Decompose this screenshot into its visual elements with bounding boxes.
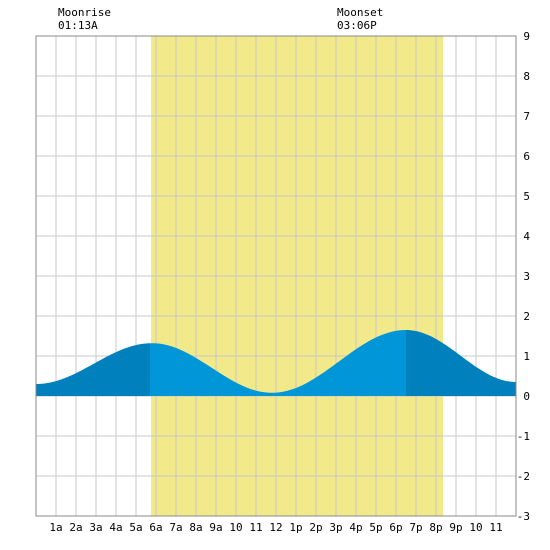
moonrise-label: Moonrise: [58, 6, 111, 19]
y-tick-label: 1: [523, 350, 530, 363]
y-tick-label: 3: [523, 270, 530, 283]
x-tick-label: 3a: [89, 521, 102, 534]
y-tick-label: 0: [523, 390, 530, 403]
x-tick-label: 9a: [209, 521, 222, 534]
x-tick-label: 2a: [69, 521, 82, 534]
x-tick-label: 5p: [369, 521, 382, 534]
y-tick-label: 5: [523, 190, 530, 203]
x-tick-label: 10: [229, 521, 242, 534]
x-tick-label: 6a: [149, 521, 162, 534]
x-tick-label: 8a: [189, 521, 202, 534]
x-tick-label: 1a: [49, 521, 62, 534]
moonset-label: Moonset: [337, 6, 383, 19]
moonrise-time: 01:13A: [58, 19, 98, 32]
y-tick-label: 4: [523, 230, 530, 243]
x-tick-label: 12: [269, 521, 282, 534]
x-tick-label: 9p: [449, 521, 462, 534]
x-tick-label: 4a: [109, 521, 122, 534]
y-tick-label: 6: [523, 150, 530, 163]
x-tick-label: 10: [469, 521, 482, 534]
x-tick-label: 7p: [409, 521, 422, 534]
y-tick-label: -3: [517, 510, 530, 523]
tide-area-segment-2: [150, 330, 406, 396]
x-tick-label: 5a: [129, 521, 142, 534]
y-tick-label: 8: [523, 70, 530, 83]
x-tick-label: 11: [489, 521, 502, 534]
y-tick-label: -1: [517, 430, 530, 443]
x-tick-label: 1p: [289, 521, 302, 534]
tide-area-segment-3: [406, 330, 516, 396]
x-tick-label: 3p: [329, 521, 342, 534]
tide-area-segment-1: [36, 343, 150, 396]
y-tick-label: 7: [523, 110, 530, 123]
y-tick-label: 9: [523, 30, 530, 43]
plot-frame: [35, 35, 517, 517]
x-tick-label: 2p: [309, 521, 322, 534]
x-tick-label: 8p: [429, 521, 442, 534]
y-tick-label: 2: [523, 310, 530, 323]
y-tick-label: -2: [517, 470, 530, 483]
x-tick-label: 7a: [169, 521, 182, 534]
moonset-time: 03:06P: [337, 19, 377, 32]
x-tick-label: 6p: [389, 521, 402, 534]
x-tick-label: 4p: [349, 521, 362, 534]
x-tick-label: 11: [249, 521, 262, 534]
